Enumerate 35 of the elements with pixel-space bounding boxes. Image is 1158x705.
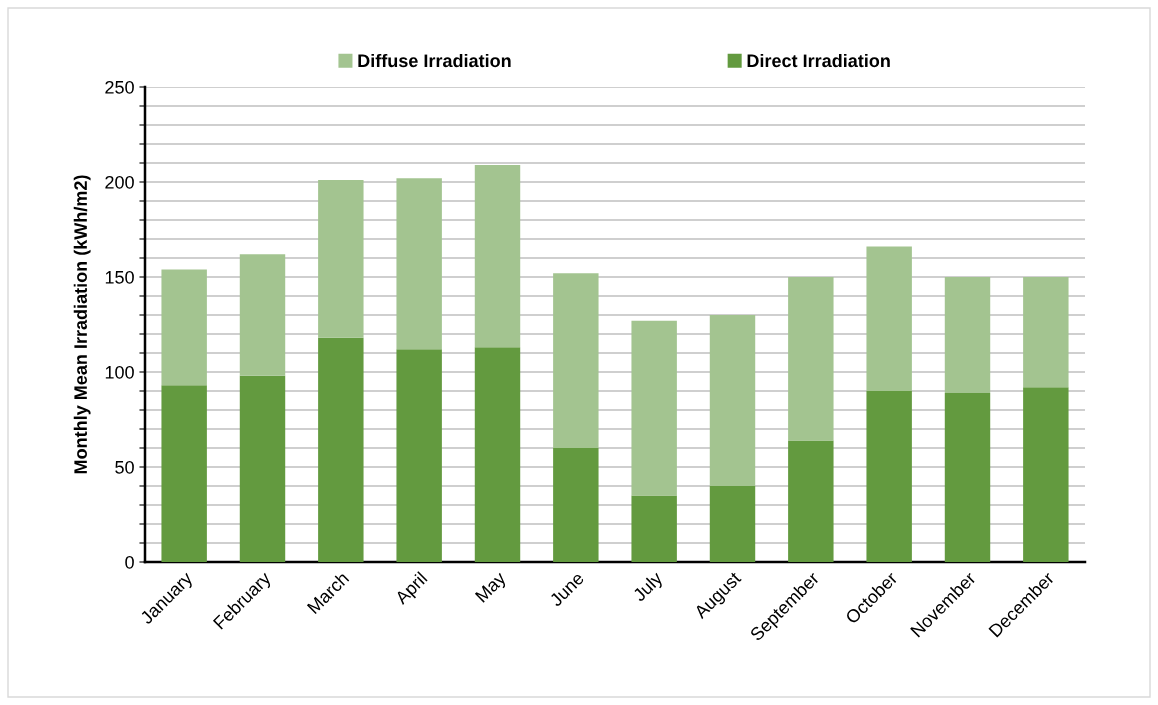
bar: [474, 164, 521, 348]
bar: [1023, 277, 1069, 388]
x-tick-label: July: [631, 570, 667, 605]
bar: [161, 269, 207, 386]
y-tick-label: 200: [105, 175, 134, 189]
bar: [396, 178, 442, 350]
y-tick-label: 0: [125, 555, 134, 569]
bar: [944, 277, 991, 393]
bar: [161, 385, 207, 562]
bar: [631, 495, 677, 562]
legend-label: Diffuse Irradiation: [358, 53, 511, 68]
bar: [788, 277, 834, 441]
legend-label: Direct Irradiation: [747, 53, 890, 68]
bar: [553, 448, 599, 562]
bar: [474, 347, 521, 562]
bar: [709, 486, 756, 562]
y-tick-label: 250: [105, 80, 134, 94]
bar: [239, 254, 286, 376]
bar: [318, 180, 364, 338]
bar: [709, 315, 756, 486]
x-tick-label: May: [474, 570, 510, 606]
bar: [553, 273, 599, 448]
bar: [239, 375, 286, 562]
y-tick-label: 100: [105, 365, 134, 379]
bar: [944, 392, 991, 562]
bar: [1023, 387, 1069, 562]
bar: [788, 440, 834, 562]
bar: [631, 320, 677, 496]
y-axis-title: Monthly Mean Irradiation (kWh/m2): [73, 175, 91, 474]
bar: [866, 246, 912, 391]
y-tick-label: 50: [115, 460, 134, 474]
y-tick-label: 150: [105, 270, 134, 284]
bar: [318, 337, 364, 562]
bar: [396, 349, 442, 562]
bar: [866, 391, 912, 562]
